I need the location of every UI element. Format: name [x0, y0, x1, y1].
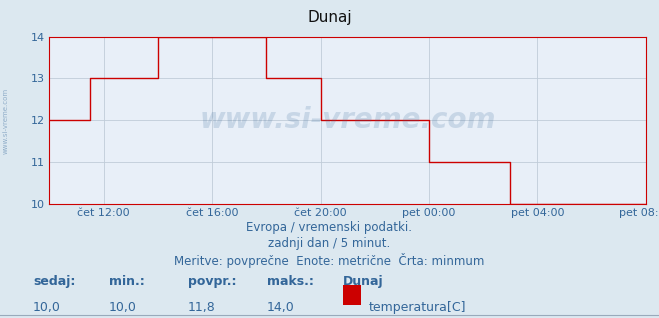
- Text: 10,0: 10,0: [33, 301, 61, 314]
- Text: sedaj:: sedaj:: [33, 275, 75, 288]
- Text: maks.:: maks.:: [267, 275, 314, 288]
- Text: www.si-vreme.com: www.si-vreme.com: [200, 106, 496, 134]
- Text: Dunaj: Dunaj: [307, 10, 352, 24]
- Text: povpr.:: povpr.:: [188, 275, 237, 288]
- Text: min.:: min.:: [109, 275, 144, 288]
- Text: 10,0: 10,0: [109, 301, 136, 314]
- Text: 11,8: 11,8: [188, 301, 215, 314]
- Text: 14,0: 14,0: [267, 301, 295, 314]
- Text: temperatura[C]: temperatura[C]: [369, 301, 467, 314]
- Text: zadnji dan / 5 minut.: zadnji dan / 5 minut.: [268, 237, 391, 250]
- Text: www.si-vreme.com: www.si-vreme.com: [2, 88, 9, 154]
- Text: Meritve: povprečne  Enote: metrične  Črta: minmum: Meritve: povprečne Enote: metrične Črta:…: [175, 253, 484, 268]
- Text: Evropa / vremenski podatki.: Evropa / vremenski podatki.: [246, 221, 413, 234]
- Text: Dunaj: Dunaj: [343, 275, 384, 288]
